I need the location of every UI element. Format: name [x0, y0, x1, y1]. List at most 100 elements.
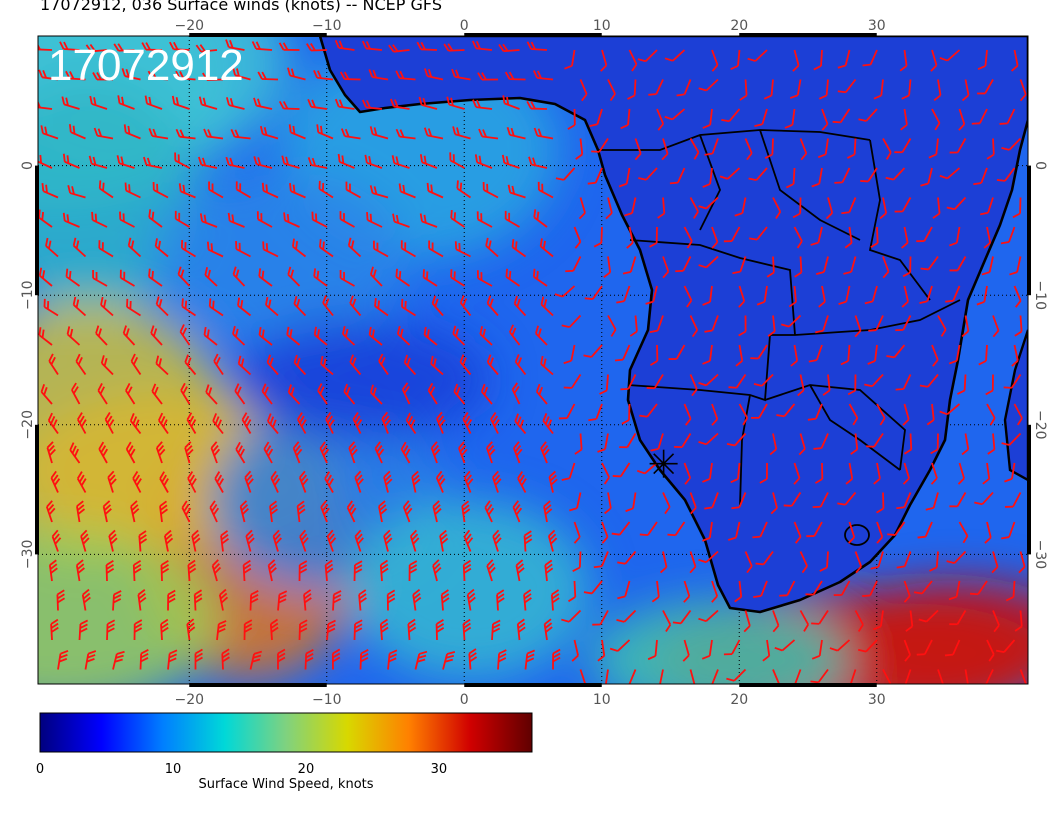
wind-barb	[378, 500, 388, 523]
wind-barb	[662, 610, 672, 632]
wind-barb	[813, 49, 823, 71]
wind-barb	[398, 183, 416, 199]
wind-barb	[456, 180, 472, 199]
wind-barb	[747, 49, 768, 62]
wind-barb	[845, 462, 854, 485]
wind-barb	[611, 521, 631, 536]
wind-barb	[506, 126, 526, 140]
wind-barb	[948, 580, 961, 601]
wind-barb	[589, 108, 603, 127]
wind-barb	[513, 441, 523, 464]
wind-barb	[326, 619, 336, 641]
wind-barb	[164, 529, 174, 552]
wind-barb	[578, 197, 586, 220]
wind-barb	[738, 285, 746, 308]
wind-barb	[281, 155, 300, 169]
wind-barb	[854, 551, 863, 574]
wind-barb	[466, 588, 476, 611]
wind-barb	[76, 471, 87, 493]
wind-barb	[964, 669, 969, 684]
wind-barb	[401, 298, 416, 317]
wind-barb	[400, 441, 411, 464]
wind-barb	[432, 500, 442, 523]
wind-barb	[614, 344, 631, 362]
wind-barb	[249, 650, 263, 670]
wind-barb	[65, 70, 86, 81]
wind-barb	[528, 156, 548, 169]
wind-barb	[971, 108, 988, 125]
wind-barb	[392, 213, 410, 228]
wind-barb	[721, 108, 741, 123]
wind-barb	[837, 49, 851, 69]
wind-barb	[325, 411, 335, 434]
wind-barb	[221, 648, 230, 670]
wind-barb	[789, 79, 802, 99]
wind-barb	[303, 589, 312, 611]
wind-barb	[339, 211, 355, 228]
wind-barb	[620, 108, 631, 130]
wind-barb	[840, 344, 851, 366]
wind-barb	[567, 108, 576, 130]
wind-barb	[423, 127, 444, 140]
wind-barb	[667, 521, 686, 537]
wind-barb	[216, 620, 227, 641]
wind-barb	[675, 256, 692, 273]
wind-barb	[683, 462, 692, 485]
lat-tick-label-left: −10	[20, 280, 36, 310]
wind-barb	[649, 315, 664, 333]
wind-barb	[263, 441, 274, 464]
wind-barb	[656, 108, 665, 131]
wind-barb	[388, 44, 410, 53]
wind-barb	[112, 590, 122, 611]
wind-barb	[599, 374, 609, 395]
wind-barb	[400, 240, 416, 258]
wind-barb	[158, 412, 169, 435]
wind-barb	[386, 589, 396, 611]
wind-barb	[651, 580, 660, 603]
wind-barb	[451, 68, 471, 81]
location-star-marker	[649, 449, 678, 478]
wind-barb	[339, 71, 361, 81]
wind-barb	[180, 240, 196, 258]
top-frame-bar	[464, 33, 602, 37]
wind-barb	[886, 344, 906, 359]
wind-barb	[669, 167, 686, 185]
wind-barb	[514, 413, 527, 435]
wind-barb	[167, 649, 178, 670]
wind-barb	[75, 559, 85, 582]
wind-barb	[986, 403, 996, 426]
wind-barb	[991, 551, 999, 574]
wind-barb	[865, 432, 884, 448]
wind-barb	[313, 69, 334, 81]
wind-barb	[818, 285, 826, 308]
wind-barb	[621, 669, 637, 684]
wind-barb	[95, 325, 108, 346]
wind-barb	[62, 153, 80, 169]
wind-barb	[992, 610, 1000, 633]
wind-barb	[346, 500, 357, 523]
lon-tick-label-bottom: −20	[174, 692, 204, 708]
wind-barb	[379, 559, 389, 582]
wind-barb	[726, 432, 747, 447]
wind-barb	[726, 668, 747, 682]
wind-barb	[783, 492, 802, 507]
wind-barb	[126, 298, 141, 317]
wind-barb	[123, 124, 141, 140]
wind-barb	[414, 650, 428, 670]
wind-barb	[876, 492, 885, 514]
wind-barb	[214, 471, 225, 493]
wind-barb	[504, 210, 520, 228]
wind-barb	[689, 492, 697, 515]
wind-barb	[345, 181, 361, 199]
wind-barb	[798, 433, 806, 456]
map-panel[interactable]: 17072912	[0, 0, 1056, 730]
wind-barb	[430, 441, 441, 464]
wind-barb	[307, 99, 328, 110]
wind-barb	[98, 180, 114, 199]
wind-barb	[793, 521, 802, 544]
wind-barb	[72, 296, 87, 317]
wind-barb	[206, 241, 224, 258]
lat-tick-label-right: −20	[1032, 410, 1048, 440]
wind-barb	[896, 492, 912, 510]
wind-barb	[523, 589, 532, 611]
